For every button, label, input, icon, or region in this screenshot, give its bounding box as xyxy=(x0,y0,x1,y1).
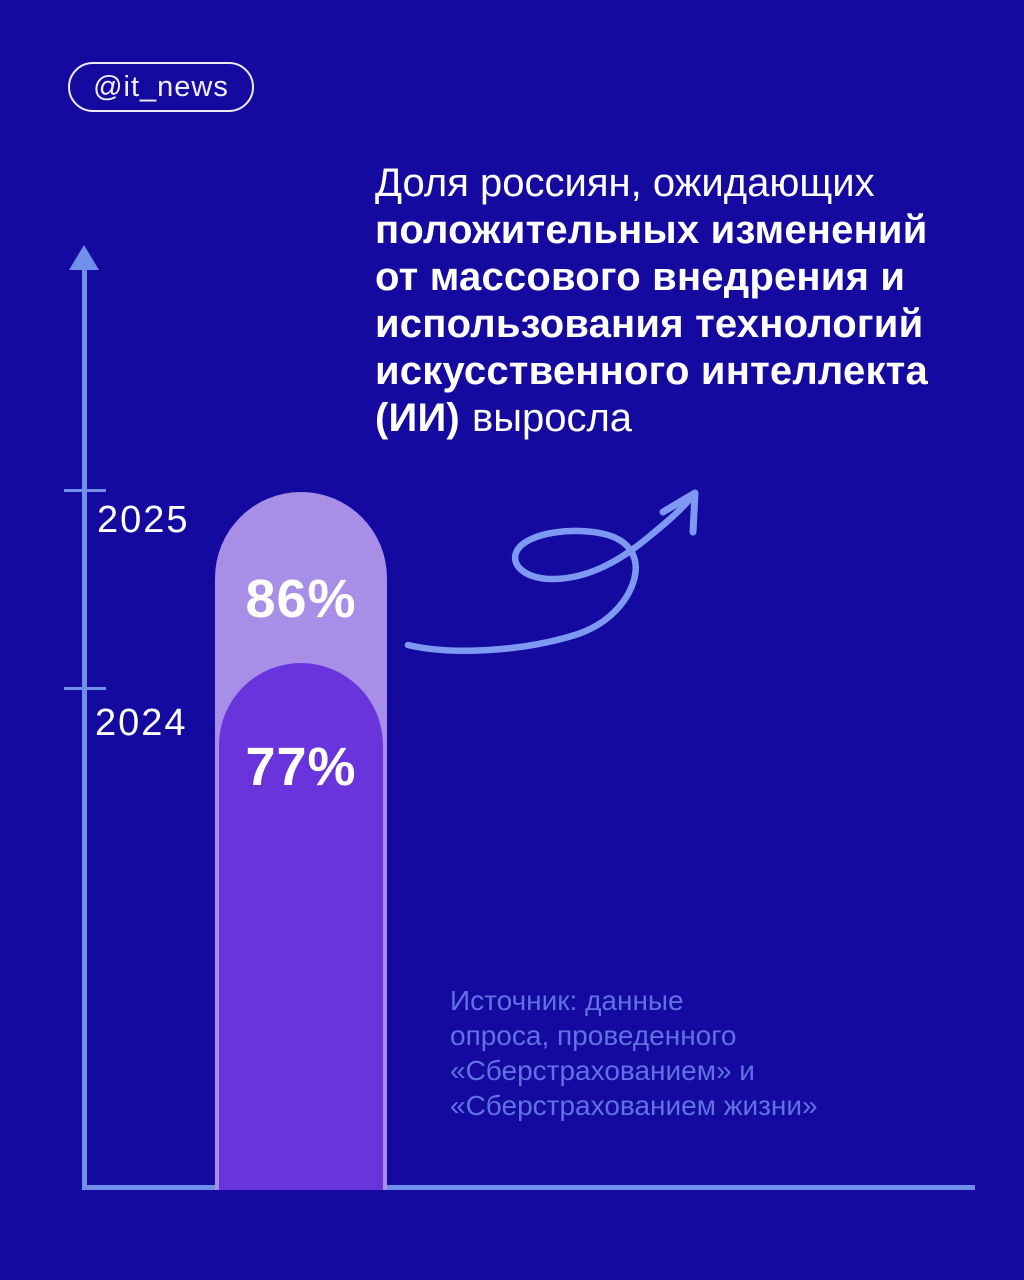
y-axis-tick-2024 xyxy=(64,687,106,690)
bar-2024-value-label: 77% xyxy=(245,737,357,797)
bar-2024 xyxy=(219,663,383,1190)
source-line-1: Источник: данные xyxy=(450,985,684,1016)
title-line-bold-3: использования технологий xyxy=(375,302,924,346)
title-line-last: (ИИ) выросла xyxy=(375,395,1005,442)
title-tail-bold: (ИИ) xyxy=(375,396,460,440)
title-line-bold-1: положительных изменений xyxy=(375,208,928,252)
page-title: Доля россиян, ожидающих положительных из… xyxy=(375,160,1005,442)
x-axis-line xyxy=(82,1185,975,1190)
source-line-2: опроса, проведенного xyxy=(450,1020,737,1051)
y-axis-tick-2025 xyxy=(64,489,106,492)
title-line-bold-2: от массового внедрения и xyxy=(375,255,906,299)
channel-badge: @it_news xyxy=(68,62,254,112)
y-axis-arrowhead-icon xyxy=(69,245,99,270)
source-caption: Источник: данные опроса, проведенного «С… xyxy=(450,983,818,1123)
channel-handle: @it_news xyxy=(93,70,229,103)
title-tail-regular: выросла xyxy=(471,396,633,440)
source-line-3: «Сберстрахованием» и xyxy=(450,1055,755,1086)
bar-2025-value-label: 86% xyxy=(245,569,357,629)
y-axis-line xyxy=(82,258,87,1190)
source-line-4: «Сберстрахованием жизни» xyxy=(450,1090,818,1121)
title-line-regular: Доля россиян, ожидающих xyxy=(375,161,875,205)
growth-swirl-arrow-icon xyxy=(404,489,699,654)
axis-label-2024: 2024 xyxy=(95,702,188,744)
title-line-bold-4: искусственного интеллекта xyxy=(375,349,928,393)
axis-label-2025: 2025 xyxy=(97,499,190,541)
